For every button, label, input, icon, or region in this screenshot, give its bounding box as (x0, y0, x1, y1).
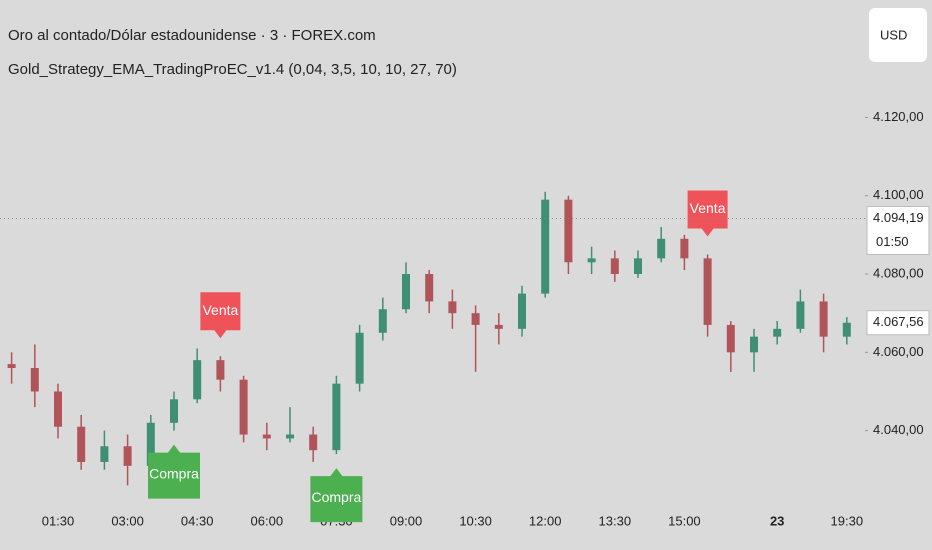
candle-body (842, 322, 851, 337)
candle-body (796, 301, 805, 329)
candle-body (564, 199, 573, 263)
buy-signal-box (148, 444, 200, 499)
candle-body (193, 360, 202, 400)
candle-body (332, 383, 341, 451)
candle-body (634, 258, 642, 275)
buy-signal-box (310, 468, 363, 523)
x-tick-label: 15:00 (668, 513, 701, 528)
buy-signal-label: Compra (149, 465, 199, 481)
candle-body (123, 446, 132, 466)
price-label-box (866, 310, 930, 336)
candle-body (494, 324, 503, 329)
sell-signal-box (200, 292, 241, 339)
candle-body (680, 238, 689, 259)
candle-body (518, 293, 526, 329)
price-label-box (866, 205, 930, 255)
x-tick-label: 04:30 (181, 513, 214, 528)
x-tick-label: 12:00 (529, 513, 562, 528)
candle-body (54, 391, 62, 427)
candle-body (309, 434, 318, 451)
candle-body (819, 301, 828, 337)
candle-body (170, 399, 178, 423)
candle-body (262, 434, 271, 439)
chart-title: Oro al contado/Dólar estadounidense · 3 … (8, 27, 376, 44)
candle-body (657, 238, 666, 259)
sell-signal-label: Venta (690, 200, 726, 216)
x-tick-label: 23 (770, 513, 784, 528)
candle-body (30, 367, 39, 392)
candle-body (726, 324, 735, 353)
price-label: 4.067,56 (873, 314, 924, 329)
candle-body (750, 336, 758, 353)
candle-body (587, 258, 596, 263)
candle-body (402, 274, 410, 310)
candle-body (471, 313, 480, 325)
price-countdown: 01:50 (876, 234, 909, 249)
candle-body (425, 274, 434, 302)
candle-body (100, 446, 109, 462)
candle-body (541, 199, 550, 294)
x-tick-label: 03:00 (111, 513, 144, 528)
candle-body (216, 360, 225, 380)
y-tick-label: 4.080,00 (873, 265, 924, 280)
candle-body (286, 434, 294, 439)
candle-body (703, 258, 712, 325)
currency-button[interactable]: USD (880, 27, 907, 42)
candle-body (448, 301, 457, 314)
candle-body (355, 332, 364, 384)
sell-signal-label: Venta (202, 302, 238, 318)
candle-body (77, 426, 86, 462)
x-tick-label: 19:30 (831, 513, 864, 528)
candle-body (7, 364, 16, 368)
sell-signal-box (687, 190, 728, 237)
y-tick-label: 4.060,00 (873, 344, 924, 359)
candle-body (239, 379, 248, 435)
x-tick-label: 10:30 (459, 513, 492, 528)
buy-signal-label: Compra (312, 489, 362, 505)
x-tick-label: 13:30 (599, 513, 632, 528)
x-tick-label: 01:30 (42, 513, 75, 528)
x-tick-label: 06:00 (251, 513, 284, 528)
y-tick-label: 4.120,00 (873, 109, 924, 124)
candle-body (146, 422, 155, 466)
candle-body (773, 328, 782, 337)
y-tick-label: 4.100,00 (873, 187, 924, 202)
y-tick-label: 4.040,00 (873, 422, 924, 437)
chart-subtitle: Gold_Strategy_EMA_TradingProEC_v1.4 (0,0… (8, 61, 457, 78)
x-tick-label: 09:00 (390, 513, 423, 528)
candle-body (610, 258, 619, 275)
currency-button-box[interactable] (869, 8, 927, 62)
price-label: 4.094,19 (873, 210, 924, 225)
candle-body (378, 309, 387, 333)
